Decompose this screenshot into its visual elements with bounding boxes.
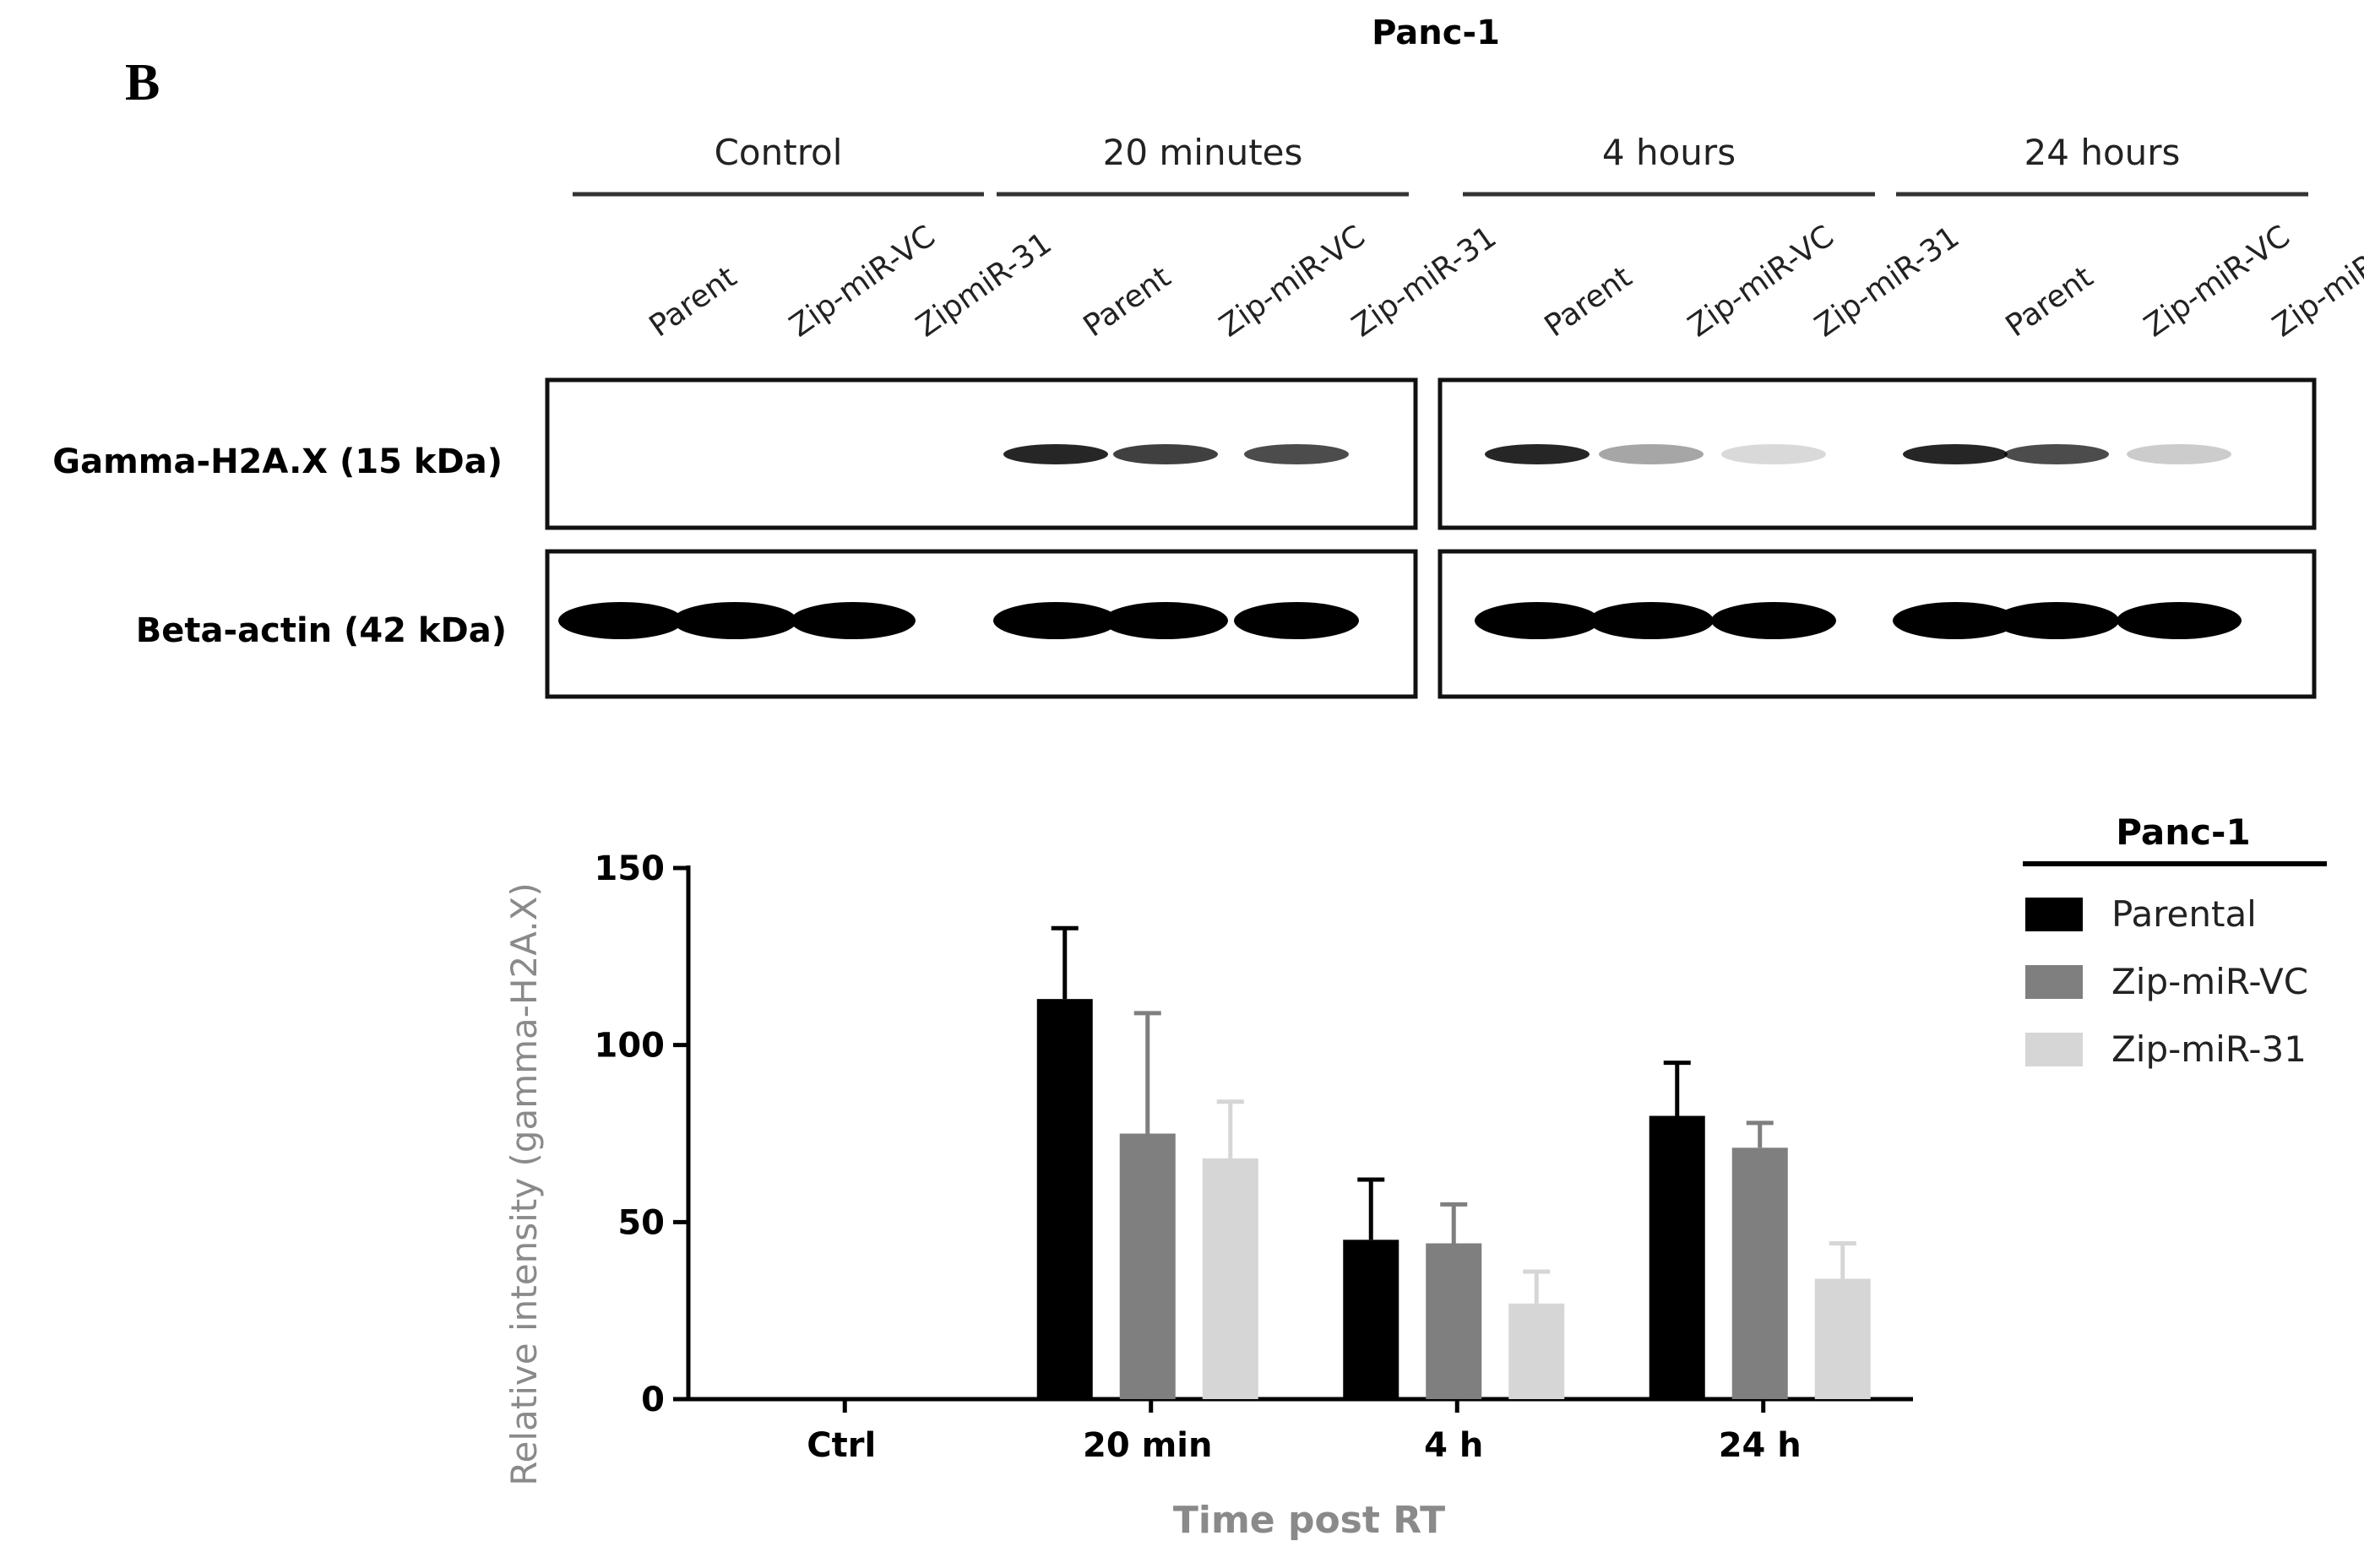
beta-actin-row-label: Beta-actin (42 kDa) (136, 611, 507, 650)
blot-band (993, 602, 1118, 639)
bar (1343, 1240, 1399, 1399)
legend-swatch (2025, 1033, 2083, 1066)
x-tick-label: Ctrl (807, 1426, 876, 1465)
blot-band (791, 602, 916, 639)
group-header-label: 4 hours (1602, 132, 1736, 173)
x-tick-label: 24 h (1719, 1426, 1802, 1465)
blot-panels (545, 377, 2317, 699)
y-tick-label: 0 (641, 1381, 665, 1419)
legend-swatch (2025, 898, 2083, 931)
blot-group-headers: Control 20 minutes 4 hours 24 hours (573, 132, 2308, 197)
blot-band (1234, 602, 1359, 639)
bar (1426, 1243, 1482, 1399)
lane-label: Zip-miR-31 (1346, 220, 1503, 344)
group-header-label: Control (715, 132, 843, 173)
x-axis-label: Time post RT (1173, 1499, 1445, 1542)
bar (1036, 999, 1093, 1399)
legend-label: Zip-miR-VC (2111, 961, 2308, 1002)
blot-band (2004, 444, 2109, 464)
blot-band (1994, 602, 2119, 639)
lane-label: Parent (1078, 260, 1177, 345)
lane-label: Parent (644, 260, 743, 345)
bar (1202, 1158, 1258, 1399)
legend-label: Parental (2111, 893, 2257, 935)
panel-letter: B (125, 54, 160, 111)
bar (1508, 1303, 1565, 1399)
y-tick-label: 50 (617, 1203, 665, 1242)
legend-label: Zip-miR-31 (2111, 1028, 2307, 1070)
blot-band (1475, 602, 1600, 639)
blot-band (1485, 444, 1590, 464)
blot-band (558, 602, 683, 639)
group-header-label: 20 minutes (1103, 132, 1303, 173)
lane-label: Parent (1539, 260, 1638, 345)
blot-cell-line-title: Panc-1 (1372, 14, 1500, 52)
legend-title: Panc-1 (2116, 811, 2250, 853)
bar (1814, 1278, 1871, 1399)
x-tick-label: 20 min (1083, 1426, 1212, 1465)
legend-swatch (2025, 965, 2083, 999)
blot-band (1721, 444, 1826, 464)
blot-band (1599, 444, 1704, 464)
y-tick-label: 100 (595, 1027, 666, 1066)
lane-label: Zip-miR-VC (1214, 219, 1372, 344)
blot-band (1103, 602, 1228, 639)
x-tick-label: 4 h (1424, 1426, 1483, 1465)
gamma-h2ax-row-label: Gamma-H2A.X (15 kDa) (52, 442, 503, 481)
y-tick-label: 150 (595, 849, 666, 888)
blot-band (2117, 602, 2242, 639)
bar (1731, 1148, 1788, 1399)
blot-band (1003, 444, 1108, 464)
blot-band (672, 602, 797, 639)
blot-band (2127, 444, 2231, 464)
group-header-label: 24 hours (2024, 132, 2181, 173)
blot-band (1893, 602, 2018, 639)
lane-label: Parent (2000, 260, 2100, 345)
bar (1649, 1115, 1705, 1399)
bar-chart: 0 50 100 150 Ctrl 20 min 4 h 24 h Relative inten… (503, 811, 2327, 1542)
blot-band (1711, 602, 1836, 639)
blot-band (1113, 444, 1218, 464)
bar (1119, 1133, 1176, 1399)
y-axis-label: Relative intensity (gamma-H2A.X) (503, 882, 545, 1485)
blot-band (1244, 444, 1349, 464)
blot-band (1589, 602, 1714, 639)
blot-band (1903, 444, 2008, 464)
